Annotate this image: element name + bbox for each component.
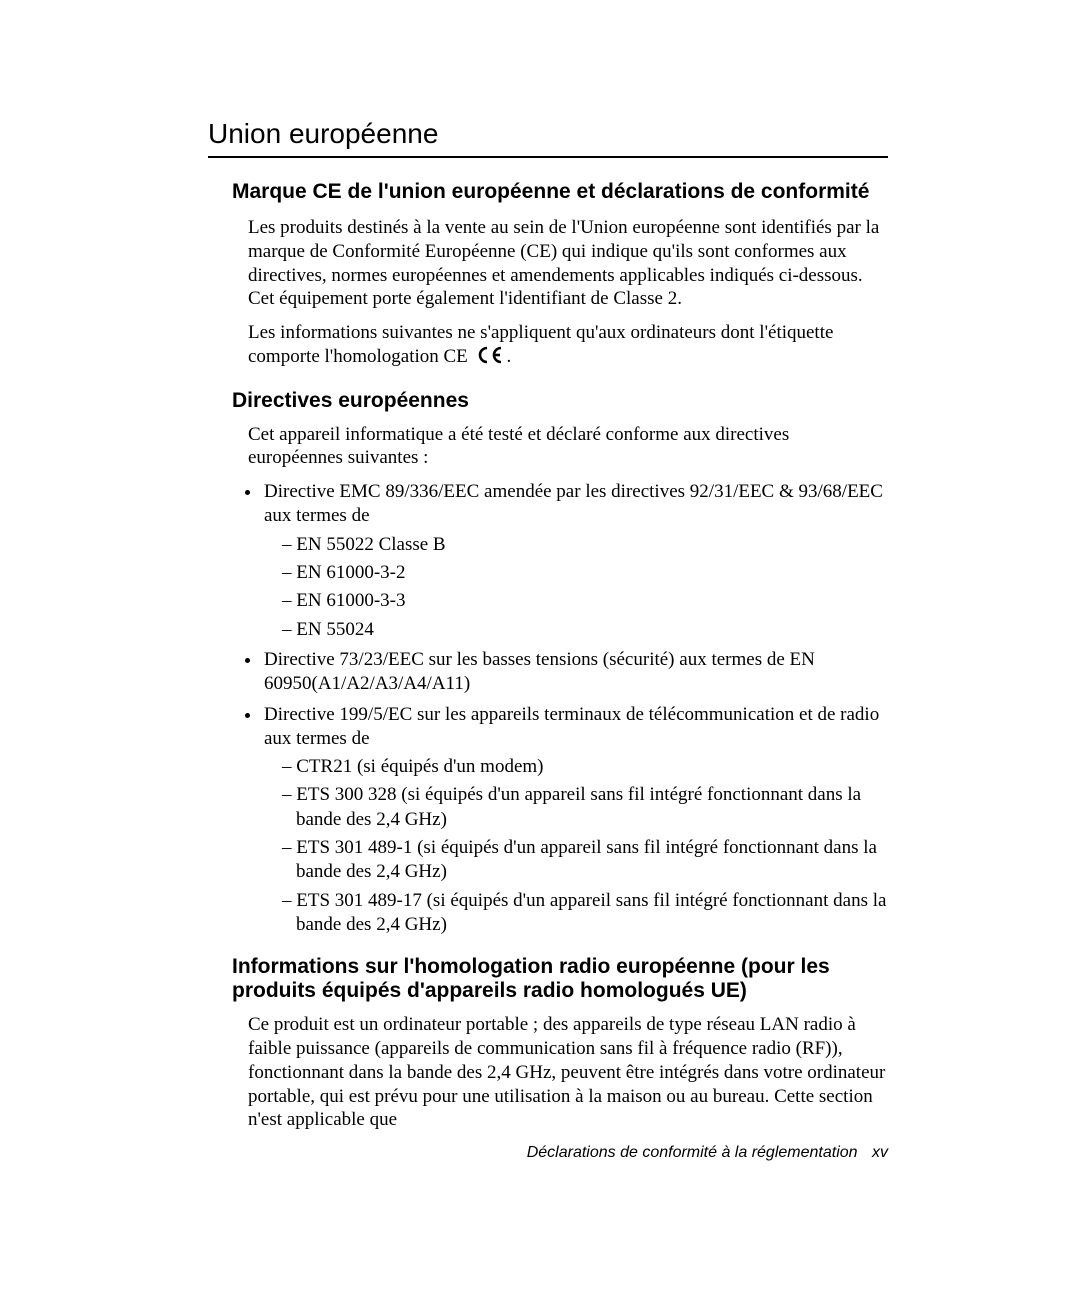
- sub-list-item-text: CTR21 (si équipés d'un modem): [296, 756, 543, 777]
- list-item-text: Directive 73/23/EEC sur les basses tensi…: [264, 649, 815, 694]
- sub-list-item: ETS 301 489-1 (si équipés d'un appareil …: [282, 836, 888, 885]
- ce-mark-icon: [475, 346, 505, 371]
- footer-page-number: xv: [872, 1144, 888, 1161]
- sub-list-item: CTR21 (si équipés d'un modem): [282, 755, 888, 779]
- paragraph-4: Ce produit est un ordinateur portable ; …: [248, 1013, 888, 1132]
- list-item: Directive 73/23/EEC sur les basses tensi…: [262, 648, 888, 697]
- body-block-1: Les produits destinés à la vente au sein…: [248, 216, 888, 371]
- sub-list: EN 55022 Classe B EN 61000-3-2 EN 61000-…: [264, 533, 888, 642]
- list-item-text: Directive 199/5/EC sur les appareils ter…: [264, 704, 879, 749]
- section-rule: [208, 156, 888, 158]
- sub-list-item-text: ETS 301 489-17 (si équipés d'un appareil…: [296, 890, 886, 935]
- paragraph-2: Les informations suivantes ne s'applique…: [248, 321, 888, 371]
- paragraph-2-pre: Les informations suivantes ne s'applique…: [248, 322, 833, 367]
- body-block-2: Cet appareil informatique a été testé et…: [248, 423, 888, 471]
- paragraph-3: Cet appareil informatique a été testé et…: [248, 423, 888, 471]
- sub-list-item: EN 55022 Classe B: [282, 533, 888, 557]
- directives-list: Directive EMC 89/336/EEC amendée par les…: [236, 480, 888, 937]
- body-block-3: Ce produit est un ordinateur portable ; …: [248, 1013, 888, 1132]
- paragraph-1: Les produits destinés à la vente au sein…: [248, 216, 888, 311]
- sub-list-item-text: ETS 300 328 (si équipés d'un appareil sa…: [296, 784, 861, 829]
- heading-directives: Directives européennes: [232, 389, 888, 413]
- document-page: Union européenne Marque CE de l'union eu…: [0, 0, 1080, 1309]
- sub-list-item-text: EN 61000-3-3: [296, 590, 405, 611]
- list-item-text: Directive EMC 89/336/EEC amendée par les…: [264, 481, 883, 526]
- sub-list-item: ETS 301 489-17 (si équipés d'un appareil…: [282, 889, 888, 938]
- list-item: Directive 199/5/EC sur les appareils ter…: [262, 703, 888, 938]
- sub-list-item-text: EN 55024: [296, 619, 374, 640]
- heading-ce-declarations: Marque CE de l'union européenne et décla…: [232, 180, 888, 204]
- sub-list-item: EN 55024: [282, 618, 888, 642]
- page-footer: Déclarations de conformité à la réglemen…: [527, 1144, 888, 1162]
- content-column: Union européenne Marque CE de l'union eu…: [208, 118, 888, 1142]
- sub-list-item-text: EN 55022 Classe B: [296, 534, 445, 555]
- sub-list-item: ETS 300 328 (si équipés d'un appareil sa…: [282, 783, 888, 832]
- section-title: Union européenne: [208, 118, 888, 150]
- heading-radio-homologation: Informations sur l'homologation radio eu…: [232, 955, 888, 1003]
- paragraph-2-post: .: [507, 346, 512, 367]
- sub-list-item-text: ETS 301 489-1 (si équipés d'un appareil …: [296, 837, 877, 882]
- sub-list-item: EN 61000-3-2: [282, 561, 888, 585]
- footer-text: Déclarations de conformité à la réglemen…: [527, 1144, 858, 1161]
- sub-list: CTR21 (si équipés d'un modem) ETS 300 32…: [264, 755, 888, 937]
- sub-list-item: EN 61000-3-3: [282, 589, 888, 613]
- list-item: Directive EMC 89/336/EEC amendée par les…: [262, 480, 888, 642]
- sub-list-item-text: EN 61000-3-2: [296, 562, 405, 583]
